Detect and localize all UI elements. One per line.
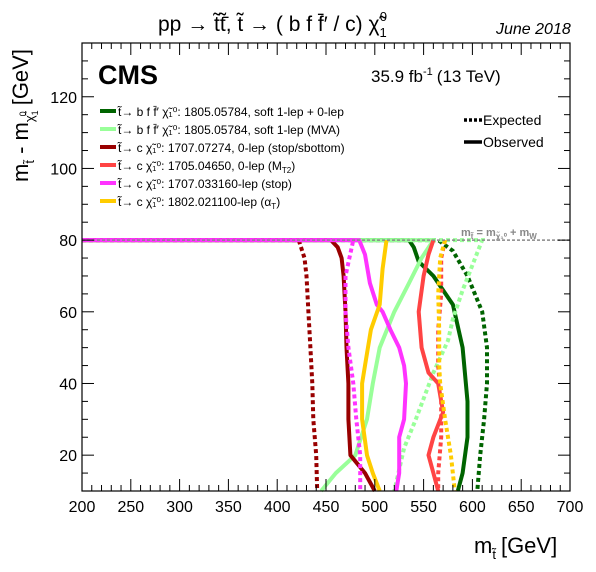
series-1-observed-curve xyxy=(82,238,470,492)
y-tick-label: 120 xyxy=(50,90,77,107)
style-legend: Expected Observed xyxy=(464,112,544,150)
series-3-expected-curve xyxy=(82,238,320,492)
x-tick-label: 600 xyxy=(459,499,486,516)
legend-label-6: t̃→ c χ̃₁⁰: 1802.021100-lep (αT) xyxy=(117,194,281,211)
x-tick-label: 500 xyxy=(361,499,388,516)
x-tick-label: 450 xyxy=(313,499,340,516)
experiment-label: CMS xyxy=(98,60,158,90)
chart-title: pp → t̃t̃̄, t̃ → ( b f f̄′ / c) χ̃10 xyxy=(158,9,388,40)
observed-legend-label: Observed xyxy=(483,134,544,150)
x-tick-label: 350 xyxy=(215,499,242,516)
x-tick-label: 400 xyxy=(264,499,291,516)
series-5-expected-curve xyxy=(82,238,363,491)
x-tick-label: 300 xyxy=(166,499,193,516)
x-tick-label: 200 xyxy=(69,499,96,516)
x-tick-label: 700 xyxy=(557,499,584,516)
series-5-observed-curve xyxy=(82,238,408,492)
x-tick-label: 250 xyxy=(117,499,144,516)
y-axis-ticks: 20 40 60 80 100 120 xyxy=(50,42,570,492)
y-tick-label: 20 xyxy=(59,448,77,465)
x-tick-label: 650 xyxy=(508,499,535,516)
series-4-observed-curve xyxy=(416,239,446,492)
x-axis-ticks: 200 250 300 350 400 450 500 550 600 650 700 xyxy=(69,43,584,516)
legend-label-3: t̃→ c χ̃₁⁰: 1707.07274, 0-lep (stop/sbot… xyxy=(117,140,345,155)
series-2-expected-curve xyxy=(82,238,486,492)
luminosity-label: 35.9 fb-1 (13 TeV) xyxy=(371,66,501,86)
y-tick-label: 40 xyxy=(59,376,77,393)
x-axis-label: mt̃ [GeV] xyxy=(474,533,557,562)
mw-line-label: mt̃ = mχ̃₁⁰ + mW xyxy=(461,227,537,241)
limit-curves xyxy=(82,238,489,493)
y-tick-label: 100 xyxy=(50,161,77,178)
y-tick-label: 80 xyxy=(59,233,77,250)
legend-label-1: t̃→ b f f̄′ χ̃₁⁰: 1805.05784, soft 1-lep… xyxy=(117,104,345,119)
y-axis-label: mt̃ - mχ̃10[GeV] xyxy=(8,49,40,182)
legend-label-2: t̃→ b f f̄′ χ̃₁⁰: 1805.05784, soft 1-lep… xyxy=(117,122,340,137)
series-2-observed-curve xyxy=(82,238,436,493)
series-3-observed-curve xyxy=(82,238,377,492)
legend: t̃→ b f f̄′ χ̃₁⁰: 1805.05784, soft 1-lep… xyxy=(100,104,345,211)
series-6-observed-curve xyxy=(360,239,389,492)
series-1-expected-curve xyxy=(82,238,489,492)
series-6-expected-curve xyxy=(436,239,457,492)
y-tick-label: 60 xyxy=(59,305,77,322)
expected-legend-label: Expected xyxy=(483,112,541,128)
legend-label-5: t̃→ c χ̃₁⁰: 1707.033160-lep (stop) xyxy=(117,176,292,191)
legend-label-4: t̃→ c χ̃₁⁰: 1705.04650, 0-lep (MT2) xyxy=(117,158,296,175)
chart-date: June 2018 xyxy=(495,21,571,38)
x-tick-label: 550 xyxy=(410,499,437,516)
